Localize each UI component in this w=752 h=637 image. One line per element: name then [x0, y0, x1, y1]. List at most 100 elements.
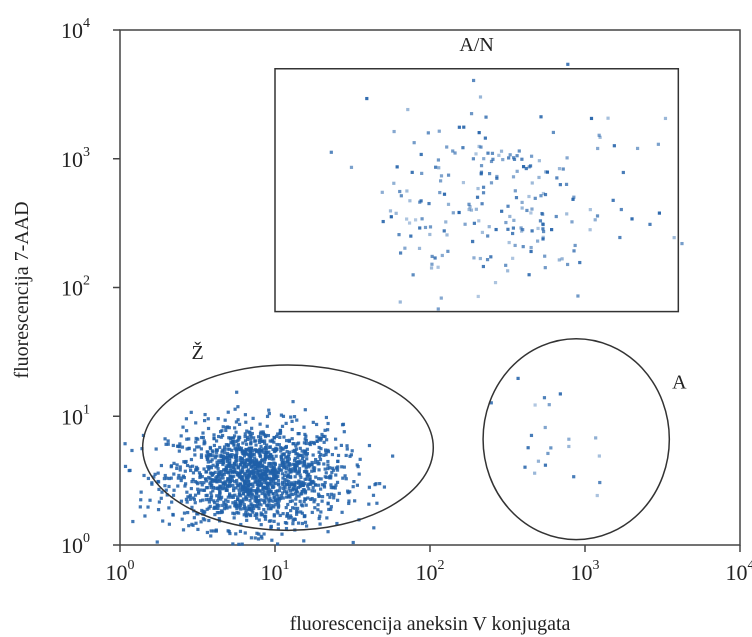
scatter-point — [295, 461, 300, 465]
scatter-point — [300, 511, 304, 515]
scatter-point — [312, 500, 316, 504]
scatter-point — [355, 483, 360, 487]
scatter-point — [302, 459, 307, 464]
scatter-point — [176, 484, 180, 488]
scatter-point — [280, 472, 285, 476]
scatter-point — [233, 493, 237, 497]
scatter-point — [507, 156, 511, 160]
scatter-point — [267, 408, 271, 412]
scatter-point — [353, 499, 357, 503]
scatter-point — [242, 465, 246, 469]
scatter-point — [171, 443, 175, 448]
scatter-point — [255, 464, 259, 468]
scatter-point — [288, 484, 292, 488]
scatter-point — [255, 448, 259, 453]
scatter-point — [225, 453, 230, 457]
scatter-point — [517, 149, 521, 153]
scatter-point — [270, 503, 274, 508]
scatter-point — [233, 407, 237, 411]
scatter-point — [185, 437, 189, 441]
scatter-point — [319, 452, 323, 457]
scatter-point — [269, 454, 274, 458]
scatter-point — [595, 214, 600, 218]
scatter-point — [329, 492, 334, 496]
scatter-point — [316, 503, 320, 507]
scatter-point — [139, 498, 143, 502]
scatter-point — [283, 477, 287, 482]
scatter-point — [206, 453, 210, 457]
scatter-point — [228, 458, 232, 463]
scatter-point — [178, 442, 182, 446]
scatter-point — [340, 423, 345, 427]
scatter-point — [243, 449, 248, 453]
scatter-point — [506, 269, 510, 273]
scatter-point — [217, 459, 221, 463]
scatter-point — [248, 498, 252, 503]
scatter-point — [259, 523, 263, 527]
scatter-point — [265, 414, 270, 419]
scatter-point — [241, 470, 245, 474]
scatter-point — [161, 519, 165, 523]
scatter-point — [330, 470, 334, 474]
scatter-point — [472, 221, 476, 225]
scatter-point — [495, 176, 499, 180]
scatter-point — [233, 512, 237, 516]
scatter-point — [276, 522, 280, 526]
scatter-point — [489, 255, 493, 259]
scatter-point — [328, 466, 332, 470]
scatter-point — [138, 505, 142, 509]
scatter-point — [442, 192, 447, 196]
scatter-point — [257, 478, 261, 482]
scatter-point — [313, 466, 317, 470]
scatter-point — [595, 493, 599, 498]
scatter-point — [220, 487, 224, 491]
scatter-point — [224, 486, 228, 490]
scatter-point — [227, 484, 231, 488]
scatter-point — [175, 466, 179, 471]
scatter-point — [150, 482, 154, 486]
scatter-point — [180, 517, 184, 521]
scatter-point — [289, 483, 293, 487]
scatter-point — [209, 529, 213, 533]
scatter-point — [300, 449, 304, 453]
scatter-point — [228, 531, 232, 536]
scatter-point — [209, 534, 213, 538]
scatter-point — [217, 434, 221, 439]
scatter-point — [635, 146, 640, 151]
scatter-point — [217, 510, 221, 515]
scatter-point — [533, 471, 537, 475]
scatter-point — [272, 475, 276, 479]
scatter-point — [200, 508, 204, 513]
scatter-point — [310, 462, 314, 467]
scatter-point — [428, 232, 432, 237]
scatter-point — [299, 483, 303, 487]
scatter-point — [332, 493, 336, 497]
scatter-point — [188, 465, 192, 469]
scatter-point — [540, 211, 544, 216]
scatter-point — [593, 218, 597, 222]
scatter-point — [471, 239, 475, 244]
scatter-point — [230, 448, 234, 452]
scatter-point — [313, 483, 318, 487]
scatter-point — [272, 505, 276, 509]
scatter-point — [310, 489, 314, 493]
scatter-point — [264, 466, 269, 470]
scatter-point — [409, 234, 413, 238]
scatter-point — [237, 437, 241, 441]
scatter-point — [257, 489, 261, 493]
scatter-point — [189, 410, 193, 414]
scatter-point — [280, 480, 285, 484]
scatter-point — [557, 167, 562, 171]
scatter-point — [500, 209, 504, 213]
scatter-point — [501, 157, 505, 162]
scatter-point — [285, 513, 290, 517]
scatter-point — [333, 437, 338, 441]
scatter-point — [207, 500, 211, 504]
scatter-point — [508, 153, 512, 157]
scatter-point — [227, 436, 231, 440]
scatter-point — [218, 484, 222, 488]
scatter-point — [272, 457, 276, 461]
scatter-point — [226, 485, 230, 489]
scatter-point — [298, 473, 302, 477]
scatter-point — [275, 442, 279, 447]
